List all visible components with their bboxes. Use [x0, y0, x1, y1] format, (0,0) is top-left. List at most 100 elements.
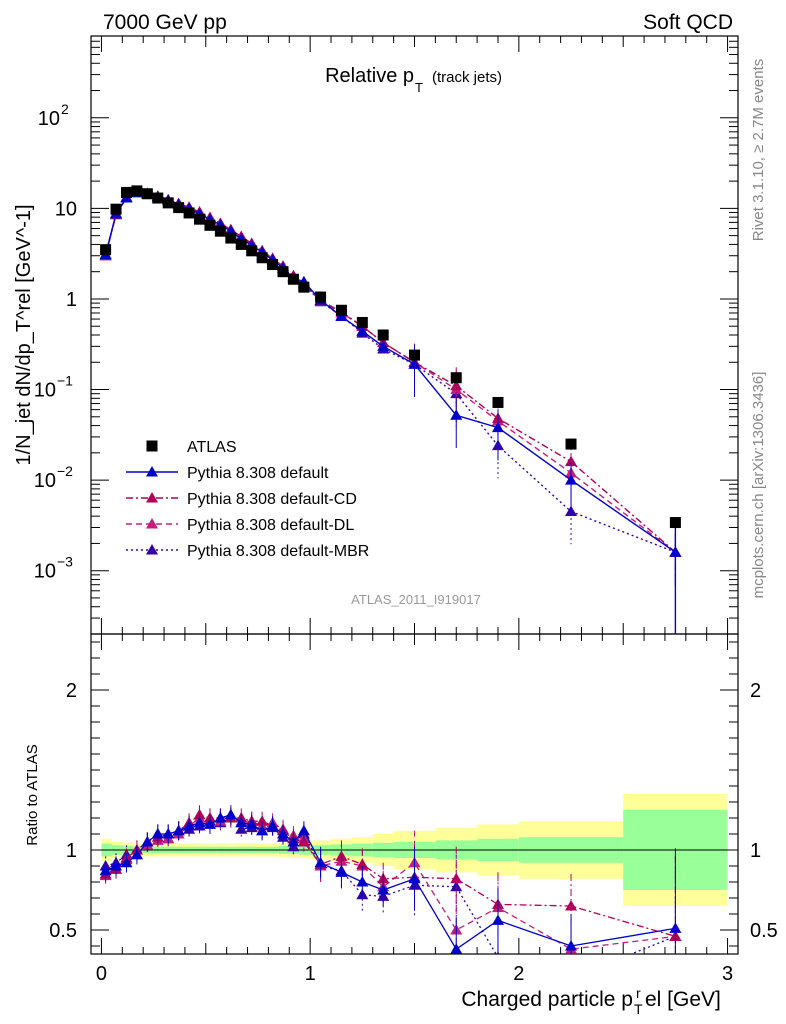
- ratio-marker-default: [408, 872, 421, 884]
- marker-atlas: [194, 213, 206, 225]
- main-title: Relative p T (track jets): [325, 65, 502, 95]
- title-subscript: T: [415, 80, 423, 95]
- xlabel-sup: r: [636, 985, 641, 1001]
- legend: ATLAS Pythia 8.308 default Pythia 8.308 de…: [126, 439, 369, 560]
- svg-text:10: 10: [38, 108, 60, 130]
- xlabel-post: el [GeV]: [645, 988, 721, 1011]
- marker-atlas: [183, 207, 195, 219]
- legend-label-atlas: ATLAS: [187, 439, 237, 456]
- legend-entry-dl: Pythia 8.308 default-DL: [126, 517, 354, 534]
- mcplots-label: mcplots.cern.ch [arXiv:1306.3436]: [750, 372, 767, 599]
- ratio-marker-default: [450, 943, 463, 954]
- marker-atlas: [298, 281, 310, 293]
- svg-text:−1: −1: [57, 373, 73, 389]
- ratio-y-tick-label-right: 2: [750, 680, 761, 702]
- marker-cd: [565, 455, 578, 467]
- marker-atlas: [409, 349, 420, 361]
- legend-marker-dl: [146, 518, 158, 529]
- ratio-marker-mbr: [496, 951, 500, 954]
- ratio-marker-cd: [565, 900, 578, 911]
- ratio-marker-cd: [450, 872, 463, 884]
- marker-atlas: [162, 197, 174, 209]
- marker-atlas: [246, 245, 258, 257]
- legend-label-default: Pythia 8.308 default: [187, 465, 329, 482]
- x-tick-label: 1: [305, 963, 316, 985]
- y-tick-label: 10 −1: [34, 373, 73, 402]
- ratio-marker-default: [183, 820, 196, 831]
- marker-atlas: [267, 259, 279, 271]
- ratio-marker-default: [162, 828, 175, 839]
- svg-text:10: 10: [34, 380, 56, 402]
- ratio-y-tick-label-right: 0.5: [750, 920, 778, 942]
- analysis-watermark: ATLAS_2011_I919017: [351, 592, 481, 607]
- ratio-marker-cd: [297, 836, 310, 847]
- ratio-marker-mbr: [450, 880, 463, 892]
- marker-atlas: [225, 232, 237, 244]
- ratio-marker-default: [356, 876, 369, 887]
- rivet-label-group: Rivet 3.1.10, ≥ 2.7M events: [750, 59, 767, 242]
- marker-atlas: [565, 438, 577, 450]
- ratio-y-tick-label-left: 2: [66, 680, 77, 702]
- ratio-series: [99, 805, 682, 983]
- main-y-axis-label: 1/N_jet dN/dp_T^rel [GeV^-1]: [13, 204, 35, 465]
- svg-text:1: 1: [66, 289, 77, 311]
- ratio-marker-default: [214, 812, 227, 823]
- mcplots-label-group: mcplots.cern.ch [arXiv:1306.3436]: [750, 372, 767, 599]
- ratio-marker-default: [110, 860, 123, 871]
- ratio-marker-default: [203, 818, 216, 829]
- ratio-marker-default: [491, 914, 504, 925]
- header-right: Soft QCD: [643, 11, 733, 34]
- ratio-marker-default: [266, 820, 279, 831]
- legend-label-mbr: Pythia 8.308 default-MBR: [187, 543, 369, 560]
- ratio-marker-default: [172, 824, 185, 836]
- ratio-marker-cd: [335, 850, 348, 861]
- marker-atlas: [235, 238, 247, 250]
- header-left: 7000 GeV pp: [103, 11, 227, 34]
- marker-default: [450, 409, 463, 420]
- ratio-y-tick-label-right: 1: [750, 840, 761, 862]
- svg-text:−3: −3: [57, 554, 73, 570]
- marker-atlas: [214, 225, 226, 237]
- marker-atlas: [110, 203, 122, 215]
- y-tick-label: 10 −2: [34, 463, 73, 492]
- ratio-marker-mbr: [565, 972, 577, 983]
- svg-text:10: 10: [34, 561, 56, 583]
- ratio-marker-default: [120, 856, 133, 868]
- svg-text:2: 2: [61, 101, 69, 117]
- svg-text:−2: −2: [57, 463, 73, 479]
- ratio-marker-default: [130, 848, 143, 860]
- x-axis-label: Charged particle p T r el [GeV]: [461, 985, 720, 1017]
- x-tick-label: 3: [722, 963, 733, 985]
- ratio-marker-default: [314, 856, 327, 868]
- xlabel-pre: Charged particle p: [461, 988, 633, 1011]
- x-tick-label: 0: [96, 963, 107, 985]
- legend-entry-default: Pythia 8.308 default: [126, 465, 329, 482]
- legend-marker-mbr: [146, 544, 158, 555]
- legend-entry-mbr: Pythia 8.308 default-MBR: [126, 543, 369, 560]
- legend-entry-cd: Pythia 8.308 default-CD: [126, 491, 357, 508]
- ratio-y-tick-label-left: 1: [66, 840, 77, 862]
- marker-default: [356, 325, 369, 336]
- legend-label-dl: Pythia 8.308 default-DL: [187, 517, 354, 534]
- y-axis-label: 1/N_jet dN/dp_T^rel [GeV^-1]: [13, 204, 35, 465]
- marker-atlas: [141, 188, 153, 200]
- marker-default: [408, 358, 421, 369]
- ratio-marker-cd: [256, 815, 269, 826]
- marker-atlas: [315, 291, 327, 303]
- legend-marker-default: [146, 466, 158, 477]
- ratio-marker-default: [335, 866, 348, 877]
- title-main: Relative p: [325, 65, 414, 87]
- legend-label-cd: Pythia 8.308 default-CD: [187, 491, 357, 508]
- marker-default: [565, 474, 578, 485]
- legend-marker-atlas: [146, 440, 158, 452]
- ratio-marker-default: [377, 884, 390, 895]
- y-tick-label: 10 −3: [34, 554, 73, 583]
- ratio-marker-default: [256, 824, 269, 836]
- marker-atlas: [377, 329, 389, 341]
- svg-text:10: 10: [34, 470, 56, 492]
- ratio-marker-default: [235, 816, 248, 828]
- marker-atlas: [287, 273, 299, 285]
- marker-atlas: [277, 266, 289, 278]
